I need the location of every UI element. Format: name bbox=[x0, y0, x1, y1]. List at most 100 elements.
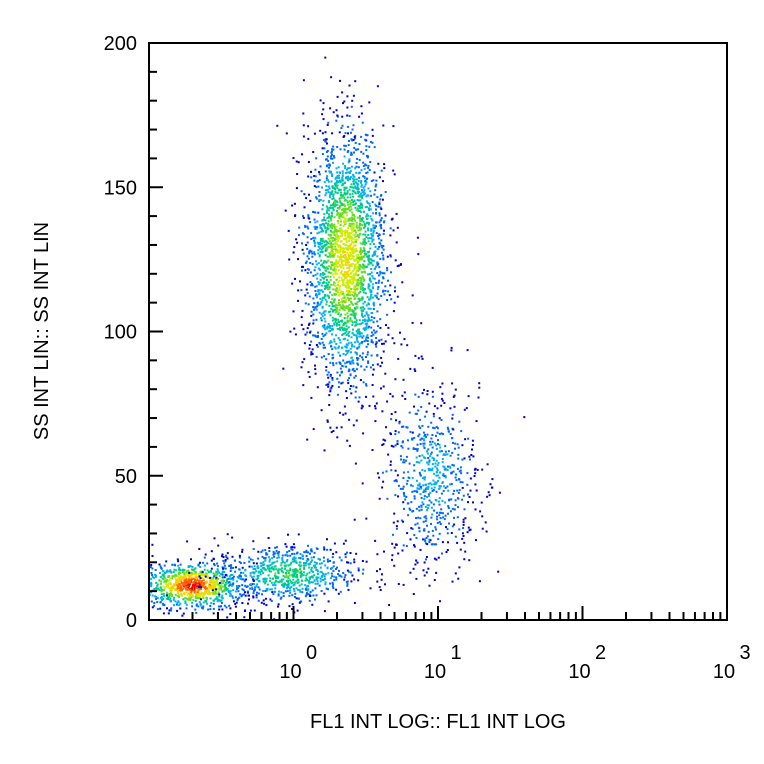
scatter-point bbox=[221, 553, 224, 556]
scatter-point bbox=[350, 336, 353, 339]
scatter-point bbox=[363, 167, 366, 170]
scatter-point bbox=[329, 291, 331, 294]
scatter-point bbox=[464, 550, 467, 553]
scatter-point bbox=[288, 605, 291, 608]
scatter-point bbox=[361, 560, 364, 562]
scatter-point bbox=[416, 561, 419, 564]
scatter-point bbox=[204, 573, 206, 576]
scatter-point bbox=[210, 576, 213, 579]
scatter-point bbox=[401, 487, 404, 490]
scatter-point bbox=[200, 591, 203, 594]
scatter-point bbox=[315, 594, 318, 597]
scatter-point bbox=[306, 271, 309, 274]
scatter-point bbox=[274, 584, 277, 587]
scatter-point bbox=[343, 207, 346, 210]
scatter-point bbox=[376, 85, 379, 88]
scatter-point bbox=[184, 597, 187, 600]
scatter-point bbox=[156, 601, 159, 604]
scatter-point bbox=[286, 585, 289, 588]
scatter-point bbox=[378, 201, 381, 204]
scatter-point bbox=[451, 417, 454, 420]
scatter-point bbox=[353, 307, 356, 309]
scatter-point bbox=[333, 216, 336, 219]
scatter-point bbox=[422, 484, 425, 487]
scatter-point bbox=[478, 580, 481, 583]
scatter-point bbox=[353, 214, 355, 217]
scatter-point bbox=[301, 309, 304, 312]
scatter-point bbox=[256, 583, 259, 586]
scatter-point bbox=[185, 603, 188, 606]
scatter-point bbox=[334, 188, 337, 190]
scatter-point bbox=[318, 254, 321, 257]
scatter-point bbox=[382, 245, 385, 247]
scatter-point bbox=[309, 595, 312, 597]
scatter-point bbox=[373, 146, 376, 149]
scatter-point bbox=[325, 300, 328, 303]
scatter-point bbox=[301, 554, 304, 557]
scatter-point bbox=[336, 146, 339, 148]
scatter-point bbox=[343, 259, 346, 262]
scatter-point bbox=[315, 355, 318, 358]
scatter-point bbox=[449, 510, 452, 513]
scatter-point bbox=[351, 128, 354, 131]
scatter-point bbox=[344, 234, 347, 237]
scatter-point bbox=[466, 483, 469, 486]
scatter-point bbox=[471, 448, 473, 451]
scatter-point bbox=[166, 607, 168, 610]
scatter-point bbox=[440, 404, 443, 407]
scatter-point bbox=[320, 338, 323, 340]
scatter-point bbox=[362, 277, 365, 280]
scatter-point bbox=[377, 281, 380, 284]
scatter-point bbox=[467, 526, 470, 529]
scatter-point bbox=[179, 572, 182, 575]
scatter-point bbox=[353, 259, 356, 262]
scatter-point bbox=[318, 171, 321, 174]
scatter-point bbox=[332, 231, 335, 234]
scatter-point bbox=[306, 225, 309, 228]
scatter-point bbox=[423, 528, 426, 531]
scatter-point bbox=[431, 366, 434, 369]
scatter-point bbox=[333, 575, 336, 578]
scatter-point bbox=[424, 476, 426, 479]
scatter-point bbox=[273, 561, 276, 564]
scatter-point bbox=[335, 119, 338, 122]
scatter-point bbox=[388, 604, 391, 606]
scatter-point bbox=[343, 182, 346, 184]
scatter-point bbox=[317, 245, 320, 248]
scatter-point bbox=[370, 237, 373, 240]
scatter-point bbox=[362, 246, 365, 249]
scatter-point bbox=[231, 577, 234, 579]
scatter-point bbox=[459, 466, 462, 469]
scatter-point bbox=[347, 588, 350, 591]
scatter-point bbox=[206, 573, 209, 576]
scatter-point bbox=[379, 257, 382, 260]
scatter-point bbox=[416, 443, 419, 446]
scatter-point bbox=[369, 277, 371, 280]
scatter-point bbox=[348, 139, 350, 142]
scatter-point bbox=[166, 591, 169, 594]
scatter-point bbox=[442, 472, 445, 475]
scatter-point bbox=[308, 571, 311, 574]
scatter-point bbox=[353, 333, 356, 336]
scatter-point bbox=[302, 215, 304, 218]
scatter-point bbox=[375, 232, 378, 235]
scatter-point bbox=[330, 236, 333, 239]
scatter-point bbox=[406, 502, 409, 505]
scatter-point bbox=[402, 501, 405, 504]
scatter-point bbox=[356, 362, 359, 365]
scatter-point bbox=[209, 597, 212, 600]
scatter-point bbox=[471, 444, 474, 446]
scatter-point bbox=[315, 197, 318, 200]
scatter-point bbox=[297, 581, 300, 584]
scatter-point bbox=[474, 483, 477, 486]
scatter-point bbox=[321, 186, 323, 189]
scatter-point bbox=[312, 297, 315, 300]
scatter-point bbox=[315, 578, 318, 581]
scatter-point bbox=[279, 597, 282, 600]
scatter-point bbox=[385, 470, 388, 473]
scatter-point bbox=[372, 243, 375, 245]
scatter-point bbox=[380, 169, 383, 172]
scatter-point bbox=[337, 166, 340, 169]
scatter-point bbox=[329, 157, 332, 160]
